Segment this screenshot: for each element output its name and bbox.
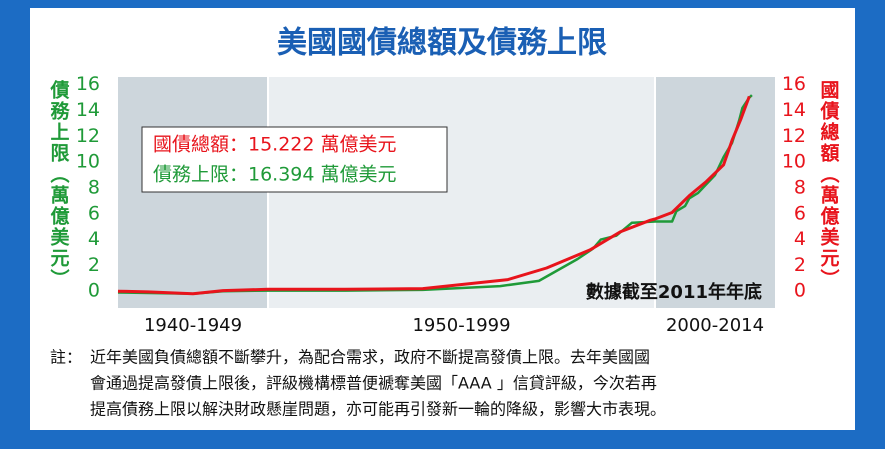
series-line	[117, 95, 751, 296]
y2-tick-label: 8	[794, 176, 806, 198]
y2-tick-label: 4	[794, 228, 806, 250]
y-tick-label: 8	[88, 176, 100, 198]
y2-tick-label: 0	[794, 280, 806, 302]
chart-title: 美國國債總額及債務上限	[277, 26, 607, 61]
y-tick-label: 14	[76, 99, 100, 121]
y2-axis-title: 國債總額（萬億美元）	[818, 80, 841, 290]
y-tick-label: 0	[88, 280, 100, 302]
annotation: 數據截至2011年年底	[586, 281, 762, 303]
y2-tick-label: 12	[782, 125, 806, 147]
y2-tick-label: 10	[782, 151, 806, 173]
legend-label: 債務上限：16.394 萬億美元	[153, 164, 397, 186]
y-tick-label: 4	[88, 228, 100, 250]
y-tick-label: 10	[76, 151, 100, 173]
y2-tick-label: 14	[782, 99, 806, 121]
note-line: 會通過提高發債上限後，評級機構標普便褫奪美國「AAA 」信貸評級，今次若再	[90, 374, 657, 393]
period-label: 1940-1949	[144, 315, 242, 336]
legend-label: 國債總額：15.222 萬億美元	[153, 134, 397, 156]
y2-tick-label: 6	[794, 202, 806, 224]
note-label: 註：	[50, 348, 82, 367]
period-label: 1950-1999	[412, 315, 510, 336]
y-tick-label: 2	[88, 254, 100, 276]
y-axis-title: 債務上限（萬億美元）	[48, 79, 71, 290]
y2-tick-label: 16	[782, 73, 806, 95]
legend-box	[141, 126, 448, 193]
note-line: 提高債務上限以解決財政懸崖問題，亦可能再引發新一輪的降級，影響大市表現。	[90, 400, 666, 419]
y-tick-label: 6	[88, 202, 100, 224]
y-tick-label: 12	[76, 125, 100, 147]
period-label: 2000-2014	[666, 315, 764, 336]
y2-tick-label: 2	[794, 254, 806, 276]
y-tick-label: 16	[76, 73, 100, 95]
note-line: 近年美國負債總額不斷攀升，為配合需求，政府不斷提高發債上限。去年美國國	[90, 348, 650, 367]
period-bg	[655, 77, 775, 308]
